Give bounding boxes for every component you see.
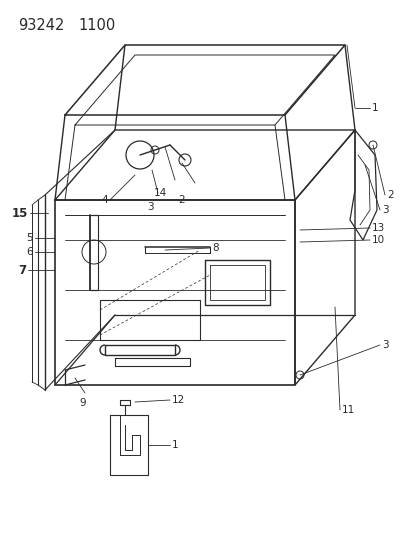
Text: 15: 15 [12,206,28,220]
Text: 8: 8 [211,243,218,253]
Text: 1100: 1100 [78,18,115,33]
Text: 1: 1 [171,440,178,450]
Text: 14: 14 [153,188,166,198]
Text: 1: 1 [371,103,378,113]
Text: 2: 2 [386,190,393,200]
Text: 6: 6 [26,247,33,257]
Text: 12: 12 [171,395,185,405]
Text: 5: 5 [26,233,33,243]
Text: 3: 3 [381,340,388,350]
Text: 10: 10 [371,235,384,245]
Text: 9: 9 [79,398,86,408]
Text: 13: 13 [371,223,385,233]
Text: 3: 3 [146,202,153,212]
Text: 93242: 93242 [18,18,64,33]
Text: 4: 4 [101,195,108,205]
Text: 3: 3 [381,205,388,215]
Text: 2: 2 [178,195,185,205]
Text: 11: 11 [341,405,354,415]
Text: 7: 7 [18,263,26,277]
